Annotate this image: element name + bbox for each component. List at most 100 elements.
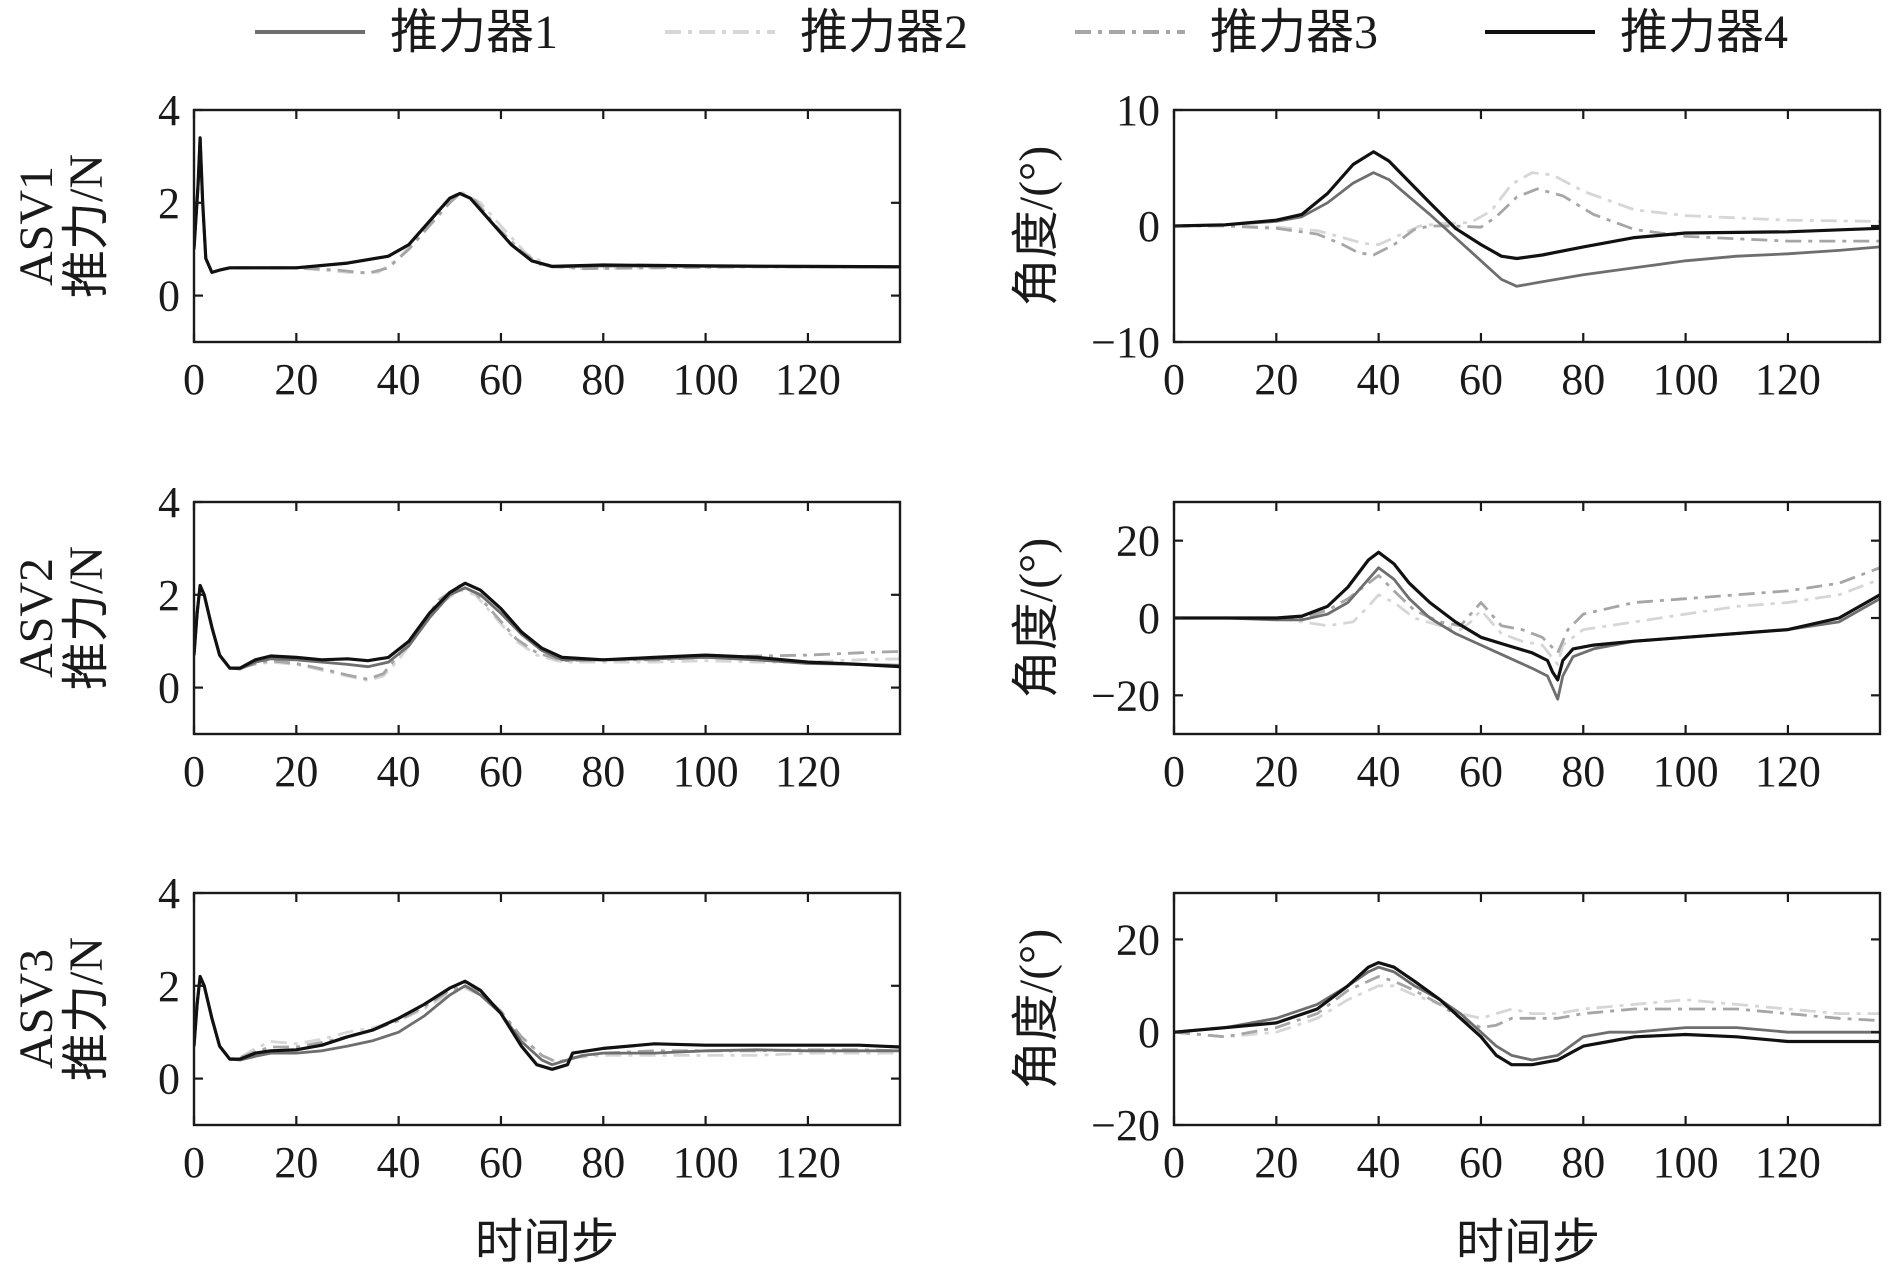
x-tick-label: 100 bbox=[673, 1138, 739, 1187]
x-tick-label: 0 bbox=[1163, 355, 1185, 404]
x-tick-label: 60 bbox=[479, 1138, 523, 1187]
x-tick-label: 20 bbox=[1254, 1138, 1298, 1187]
series-line-3 bbox=[1174, 975, 1880, 1039]
y-tick-label: 4 bbox=[158, 869, 180, 918]
y-axis-label: ASV3 bbox=[10, 949, 63, 1069]
x-tick-label: 60 bbox=[1459, 1138, 1503, 1187]
x-tick-label: 0 bbox=[1163, 1138, 1185, 1187]
plot-frame bbox=[192, 500, 902, 736]
legend-item-2: 推力器2 bbox=[665, 6, 968, 59]
legend-label: 推力器4 bbox=[1620, 6, 1788, 59]
x-tick-label: 20 bbox=[274, 747, 318, 796]
y-axis-label: 角度/(°) bbox=[1010, 929, 1063, 1090]
x-axis-label-right: 时间步 bbox=[1456, 1216, 1600, 1269]
series-line-4 bbox=[194, 974, 900, 1071]
series-line-1 bbox=[1174, 566, 1880, 701]
x-tick-label: 100 bbox=[673, 355, 739, 404]
y-axis-label: 角度/(°) bbox=[1010, 538, 1063, 699]
plot-frame bbox=[192, 891, 902, 1127]
y-tick-label: 2 bbox=[158, 962, 180, 1011]
series-line-2 bbox=[1174, 577, 1880, 666]
y-tick-label: 4 bbox=[158, 478, 180, 527]
x-tick-label: 80 bbox=[581, 1138, 625, 1187]
series-group bbox=[194, 974, 900, 1071]
x-tick-label: 40 bbox=[1357, 355, 1401, 404]
legend-item-3: 推力器3 bbox=[1075, 6, 1378, 59]
x-tick-label: 120 bbox=[1755, 747, 1821, 796]
plot-frame bbox=[1172, 108, 1882, 344]
legend-label: 推力器3 bbox=[1210, 6, 1378, 59]
x-tick-label: 0 bbox=[1163, 747, 1185, 796]
x-tick-label: 0 bbox=[183, 355, 205, 404]
x-tick-label: 80 bbox=[581, 355, 625, 404]
series-line-3 bbox=[194, 136, 900, 275]
y-tick-label: 0 bbox=[158, 664, 180, 713]
y-tick-label: 2 bbox=[158, 179, 180, 228]
y-tick-label: −20 bbox=[1091, 1101, 1160, 1150]
series-group bbox=[1174, 150, 1880, 288]
y-tick-label: −20 bbox=[1091, 671, 1160, 720]
y-tick-label: 4 bbox=[158, 86, 180, 135]
legend: 推力器1 推力器2 推力器3 推力器4 bbox=[255, 6, 1788, 59]
y-tick-label: 0 bbox=[1138, 594, 1160, 643]
series-line-3 bbox=[1174, 187, 1880, 257]
y-tick-label: 0 bbox=[1138, 202, 1160, 251]
x-tick-label: 20 bbox=[1254, 747, 1298, 796]
legend-item-4: 推力器4 bbox=[1485, 6, 1788, 59]
series-line-4 bbox=[1174, 150, 1880, 261]
x-tick-label: 80 bbox=[581, 747, 625, 796]
x-tick-label: 40 bbox=[377, 1138, 421, 1187]
series-group bbox=[1174, 961, 1880, 1067]
legend-label: 推力器1 bbox=[390, 6, 558, 59]
x-tick-label: 100 bbox=[1653, 1138, 1719, 1187]
x-tick-label: 0 bbox=[183, 1138, 205, 1187]
x-tick-label: 80 bbox=[1561, 1138, 1605, 1187]
y-axis-label: 推力/N bbox=[60, 937, 113, 1081]
series-line-2 bbox=[194, 136, 900, 274]
x-tick-label: 40 bbox=[1357, 747, 1401, 796]
x-tick-label: 40 bbox=[1357, 1138, 1401, 1187]
series-line-1 bbox=[1174, 171, 1880, 288]
y-tick-label: 0 bbox=[158, 272, 180, 321]
y-axis-label: ASV1 bbox=[10, 166, 63, 286]
x-tick-label: 80 bbox=[1561, 747, 1605, 796]
series-line-3 bbox=[194, 584, 900, 681]
x-tick-label: 100 bbox=[1653, 355, 1719, 404]
x-tick-label: 120 bbox=[775, 747, 841, 796]
series-line-3 bbox=[1174, 566, 1880, 655]
y-tick-label: 0 bbox=[1138, 1008, 1160, 1057]
series-line-4 bbox=[194, 136, 900, 274]
x-tick-label: 60 bbox=[479, 355, 523, 404]
y-tick-label: −10 bbox=[1091, 318, 1160, 367]
x-tick-label: 0 bbox=[183, 747, 205, 796]
series-line-2 bbox=[194, 584, 900, 682]
plot-frame bbox=[1172, 891, 1882, 1127]
y-tick-label: 10 bbox=[1116, 86, 1160, 135]
x-tick-label: 20 bbox=[274, 1138, 318, 1187]
x-tick-label: 100 bbox=[673, 747, 739, 796]
x-tick-label: 20 bbox=[274, 355, 318, 404]
x-tick-label: 60 bbox=[479, 747, 523, 796]
plot-frame bbox=[192, 108, 902, 344]
legend-label: 推力器2 bbox=[800, 6, 968, 59]
series-line-1 bbox=[1174, 965, 1880, 1062]
x-tick-label: 80 bbox=[1561, 355, 1605, 404]
x-tick-label: 100 bbox=[1653, 747, 1719, 796]
series-line-2 bbox=[1174, 984, 1880, 1039]
x-tick-label: 120 bbox=[775, 1138, 841, 1187]
series-group bbox=[194, 581, 900, 682]
legend-item-1: 推力器1 bbox=[255, 6, 558, 59]
series-group bbox=[1174, 550, 1880, 701]
x-tick-label: 20 bbox=[1254, 355, 1298, 404]
y-axis-label: 推力/N bbox=[60, 154, 113, 298]
series-group bbox=[194, 136, 900, 275]
x-tick-label: 40 bbox=[377, 355, 421, 404]
series-line-2 bbox=[1174, 171, 1880, 246]
y-axis-label: 推力/N bbox=[60, 546, 113, 690]
x-tick-label: 120 bbox=[1755, 1138, 1821, 1187]
x-tick-label: 120 bbox=[1755, 355, 1821, 404]
